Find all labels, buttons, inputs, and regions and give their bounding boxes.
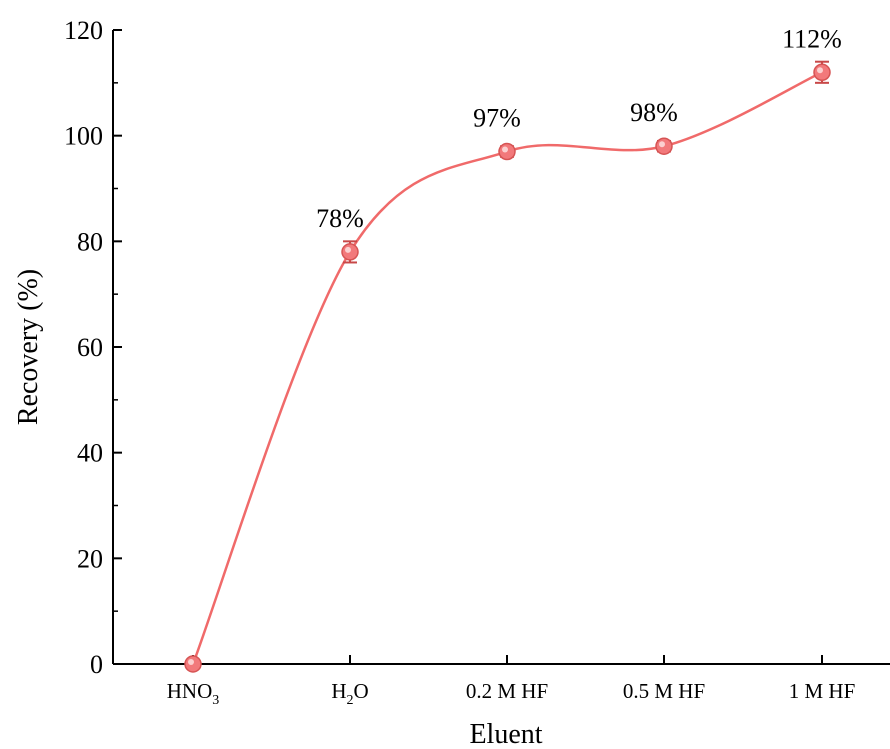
data-point-highlight	[188, 659, 194, 665]
data-label: 112%	[782, 24, 842, 53]
y-tick-label: 120	[64, 16, 103, 45]
series-line	[191, 71, 823, 665]
x-tick-label: H2O	[331, 679, 368, 708]
data-point-highlight	[502, 146, 508, 153]
y-tick-label: 20	[77, 544, 103, 573]
x-tick-label: 0.5 M HF	[623, 679, 705, 703]
series-group	[184, 60, 831, 673]
data-point-highlight	[659, 141, 665, 148]
y-axis-title: Recovery (%)	[13, 269, 44, 425]
y-tick-label: 60	[77, 333, 103, 362]
x-tick-label: HNO3	[167, 679, 220, 708]
y-tick-label: 40	[77, 439, 103, 468]
ticks: 0 20 40 60 80 100 120 HNO3 H2O 0.2 M HF 0.5 M HF 1 …	[64, 16, 855, 708]
data-point-highlight	[345, 246, 351, 253]
x-axis-title: Eluent	[469, 719, 542, 749]
y-tick-label: 0	[90, 650, 103, 679]
y-tick-label: 100	[64, 122, 103, 151]
data-label: 78%	[316, 204, 364, 233]
y-tick-label: 80	[77, 227, 103, 256]
x-tick-label: 1 M HF	[789, 679, 856, 703]
labels-group: 78% 97% 98% 112%	[316, 24, 842, 233]
data-point-highlight	[817, 67, 823, 74]
data-label: 97%	[473, 104, 521, 133]
data-label: 98%	[630, 98, 678, 127]
x-tick-label: 0.2 M HF	[466, 679, 548, 703]
